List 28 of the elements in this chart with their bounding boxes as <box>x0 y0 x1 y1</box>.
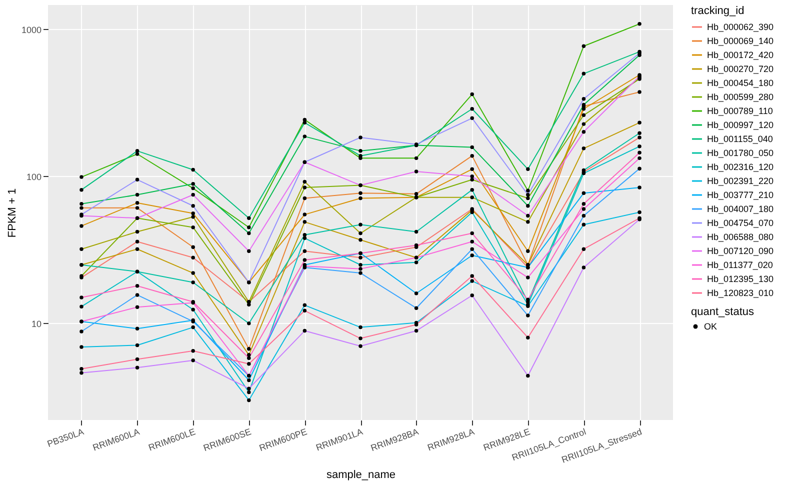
legend-label: Hb_003777_210 <box>707 190 774 200</box>
legend-label: Hb_000599_280 <box>707 92 774 102</box>
legend-label: Hb_000270_720 <box>707 64 774 74</box>
x-axis-title: sample_name <box>326 468 396 481</box>
legend-label: Hb_001155_040 <box>707 134 773 144</box>
legend-label: Hb_000997_120 <box>707 120 774 130</box>
legend-label: Hb_000789_110 <box>707 106 773 116</box>
legend-label: Hb_002391_220 <box>707 176 774 186</box>
legend-label: Hb_000172_420 <box>707 50 774 60</box>
legend-label: Hb_006588_080 <box>707 232 774 242</box>
y-tick-label: 100 <box>26 172 42 182</box>
legend-label: Hb_000062_390 <box>707 22 774 32</box>
y-tick-label: 10 <box>31 318 42 329</box>
legend-label: Hb_004007_180 <box>707 204 774 214</box>
legend-label: Hb_002316_120 <box>707 162 774 172</box>
text: quant_status <box>691 306 754 318</box>
legend-label: Hb_120823_010 <box>707 288 774 298</box>
y-axis-title: FPKM + 1 <box>6 188 18 238</box>
legend-label: Hb_001780_050 <box>707 148 774 158</box>
legend-label: Hb_011377_020 <box>707 260 773 270</box>
y-tick-label: 1000 <box>21 24 42 35</box>
legend-label: Hb_012395_130 <box>707 274 774 284</box>
legend-title: tracking_id <box>691 5 744 17</box>
legend-label: Hb_007120_090 <box>707 246 774 256</box>
legend-label: Hb_004754_070 <box>707 218 774 228</box>
text: OK <box>704 322 718 332</box>
legend-label: Hb_000069_140 <box>707 36 774 46</box>
legend-label: Hb_000454_180 <box>707 78 774 88</box>
